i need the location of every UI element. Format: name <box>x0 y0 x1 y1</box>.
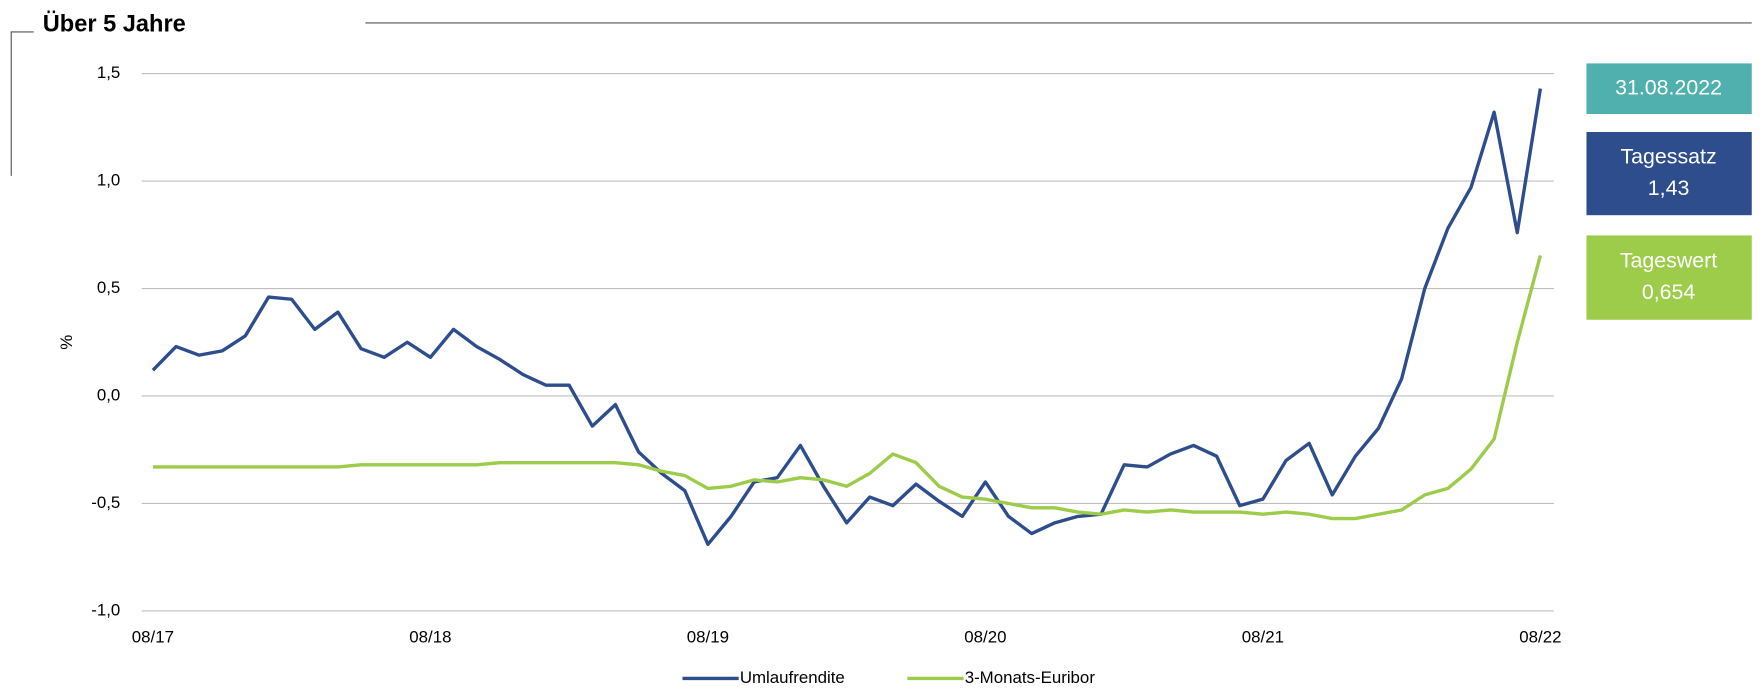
info-box <box>1586 131 1752 216</box>
x-tick-label: 08/17 <box>132 627 174 646</box>
x-tick-label: 08/22 <box>1519 627 1561 646</box>
x-tick-label: 08/20 <box>964 627 1006 646</box>
y-tick-label: 0,0 <box>97 385 120 404</box>
x-tick-label: 08/18 <box>409 627 451 646</box>
info-box-text: 0,654 <box>1642 280 1696 304</box>
info-box <box>1586 63 1752 115</box>
chart-title: Über 5 Jahre <box>43 10 186 37</box>
x-tick-label: 08/21 <box>1242 627 1284 646</box>
legend-label: 3-Monats-Euribor <box>965 668 1096 687</box>
frame-bracket <box>10 31 34 176</box>
info-box <box>1586 235 1752 320</box>
info-box-text: 31.08.2022 <box>1615 75 1722 99</box>
y-tick-label: 1,0 <box>97 170 120 189</box>
y-tick-label: -0,5 <box>91 493 120 512</box>
info-box-text: 1,43 <box>1648 176 1690 200</box>
series-line <box>152 254 1543 521</box>
y-tick-label: 1,5 <box>97 63 120 82</box>
info-box-text: Tageswert <box>1620 248 1717 272</box>
legend-label: Umlaufrendite <box>740 668 845 687</box>
x-tick-label: 08/19 <box>687 627 729 646</box>
info-box-text: Tagessatz <box>1620 144 1716 168</box>
series-line <box>151 88 1543 547</box>
y-tick-label: 0,5 <box>97 278 120 297</box>
y-axis-label: % <box>57 335 76 350</box>
y-tick-label: -1,0 <box>91 600 120 619</box>
